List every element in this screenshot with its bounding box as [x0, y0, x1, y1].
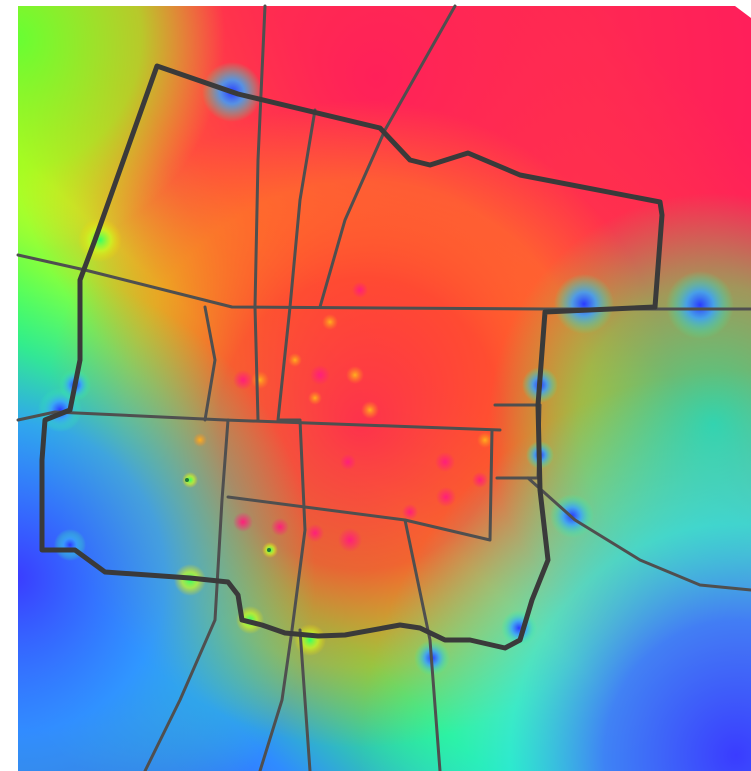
- road-local-3: [403, 518, 442, 771]
- road-local-2: [226, 428, 494, 542]
- road-local-5: [298, 628, 312, 771]
- city-boundary: [39, 63, 665, 651]
- road-north-2: [258, 108, 317, 771]
- road-sw-diagonal-1: [143, 418, 230, 771]
- road-ne-diagonal: [526, 476, 751, 592]
- road-local-1: [203, 305, 217, 422]
- road-north-1: [253, 4, 267, 422]
- road-north-diagonal: [318, 4, 457, 309]
- road-west-east-central: [16, 410, 502, 432]
